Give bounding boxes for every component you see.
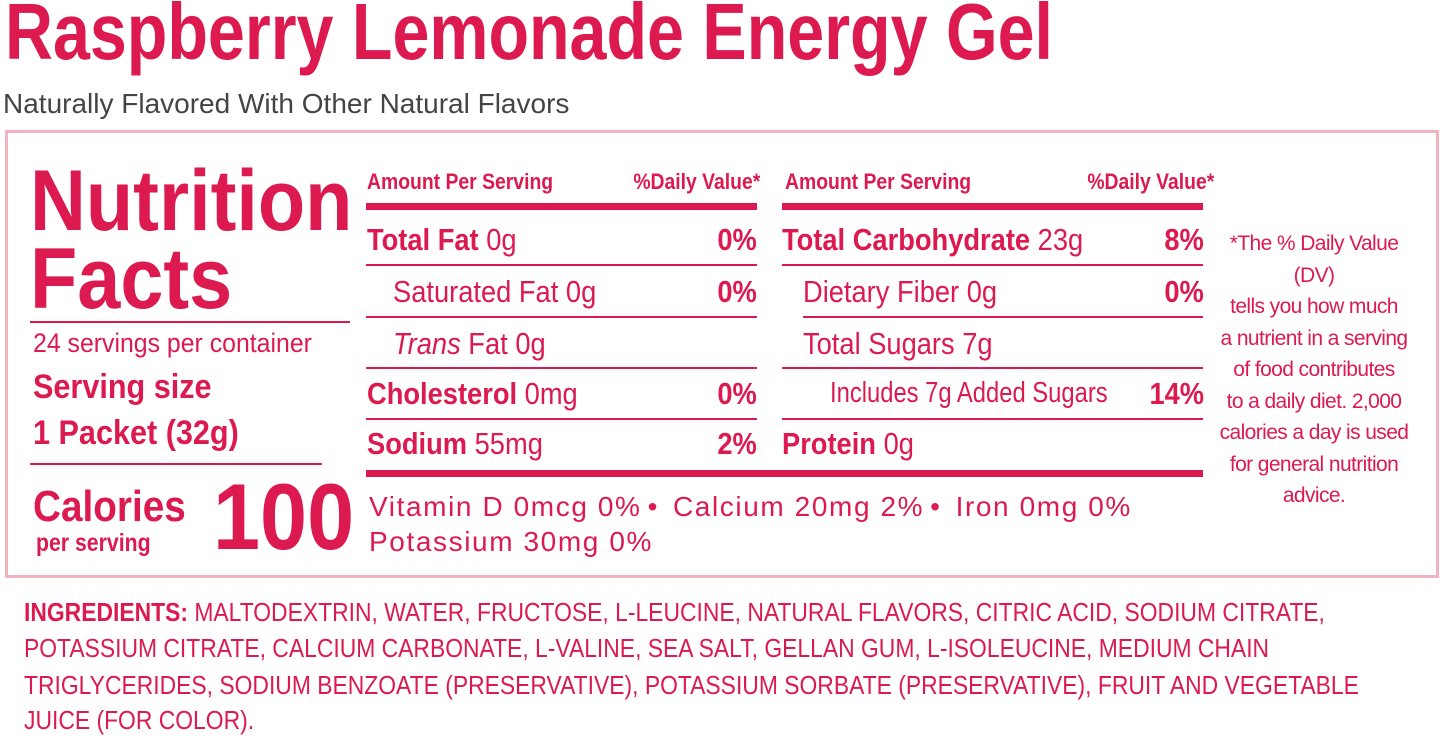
nutrient-row: Total Fat 0g [367, 224, 517, 255]
nutrient-amount: 0mg [524, 376, 578, 411]
ingredients-line: JUICE (FOR COLOR). [24, 705, 255, 735]
nutrient-row: Trans Fat 0g [393, 328, 546, 359]
ingredients-line: POTASSIUM CITRATE, CALCIUM CARBONATE, L-… [24, 633, 1270, 663]
subtitle: Naturally Flavored With Other Natural Fl… [3, 88, 570, 119]
nutrient-amount: 0g [966, 274, 998, 309]
nutrient-row: Total Carbohydrate 23g [782, 224, 1083, 255]
nutrient-amount: 0g [565, 274, 597, 309]
nutrient-name: Includes 7g Added Sugars [830, 377, 1108, 409]
footnote-line: of food contributes [1233, 358, 1395, 381]
calories-label: Calories [33, 482, 186, 531]
nutrient-amount: 0g [486, 222, 517, 257]
nutrient-name: Total Fat [367, 222, 479, 257]
vitamin: Iron 0mg 0% [924, 491, 1132, 522]
nutrient-dv: 0% [717, 376, 757, 411]
vitamin: Vitamin D 0mcg 0% [369, 491, 642, 522]
vitamins-line: Vitamin D 0mcg 0% Calcium 20mg 2% Iron 0mg… [369, 491, 1132, 522]
vitamin: Calcium 20mg 2% [642, 491, 925, 522]
vitamin-text: Calcium 20mg 2% [672, 491, 925, 522]
facts-border [5, 130, 1439, 578]
footnote-line: tells you how much [1230, 295, 1398, 318]
nutrient-name: Dietary Fiber [803, 274, 960, 309]
footnote-line: a nutrient in a serving [1220, 326, 1409, 350]
divider [803, 316, 1203, 318]
nutrient-name-italic: Trans [393, 326, 461, 361]
ingredients-label: INGREDIENTS: [24, 597, 188, 627]
nutrient-row: Protein 0g [782, 428, 914, 459]
nutrient-row: Cholesterol 0mg [367, 378, 578, 409]
nutrient-dv: 0% [717, 274, 757, 309]
ingredients-line: INGREDIENTS: MALTODEXTRIN, WATER, FRUCTO… [24, 599, 1325, 625]
ingredients-line: TRIGLYCERIDES, SODIUM BENZOATE (PRESERVA… [24, 670, 1359, 700]
divider [30, 463, 322, 465]
divider [782, 418, 1203, 420]
nutrient-dv: 0% [1164, 274, 1204, 309]
nutrient-dv: 8% [1164, 222, 1204, 257]
nutrient-name: Total Carbohydrate [782, 222, 1031, 257]
footnote-line: to a daily diet. 2,000 [1226, 389, 1402, 413]
nutrient-amount: 0g [515, 326, 546, 361]
nutrient-row: Saturated Fat 0g [393, 276, 596, 307]
vitamin: Potassium 30mg 0% [369, 526, 653, 557]
nutrient-dv: 0% [717, 222, 757, 257]
divider [366, 367, 757, 369]
nutrient-dv: 2% [717, 426, 757, 461]
nutrient-dv: 14% [1149, 376, 1204, 411]
nutrient-name: Cholesterol [367, 376, 518, 411]
nutrient-amount: 55mg [474, 426, 543, 461]
footnote-line: advice. [1282, 484, 1346, 507]
footnote: *The % Daily Value (DV) tells you how mu… [1212, 228, 1416, 512]
nutrient-name: Fat [468, 326, 508, 361]
thick-bar [366, 203, 757, 210]
column-header: %Daily Value* [633, 169, 760, 194]
thick-bar [782, 203, 1203, 210]
servings: 24 servings per container [33, 328, 312, 358]
nutrient-row: Dietary Fiber 0g [803, 276, 997, 307]
serving-size: 1 Packet (32g) [33, 414, 239, 452]
vitamin-text: Iron 0mg 0% [955, 491, 1132, 522]
divider [366, 418, 757, 420]
divider [782, 264, 1203, 266]
facts-heading: Nutrition [30, 153, 353, 249]
facts-heading: Facts [30, 231, 233, 327]
footnote-line: *The % Daily Value (DV) [1229, 232, 1399, 287]
footnote-line: for general nutrition [1229, 452, 1399, 476]
calories-sub: per serving [36, 529, 151, 557]
title: Raspberry Lemonade Energy Gel [5, 0, 1054, 76]
nutrient-amount: 23g [1037, 222, 1084, 257]
nutrient-row: Total Sugars 7g [803, 328, 993, 359]
calories-value: 100 [213, 464, 355, 569]
thick-bar [366, 470, 1203, 477]
divider [366, 316, 757, 318]
footnote-line: calories a day is used [1219, 421, 1409, 444]
column-header: %Daily Value* [1087, 169, 1214, 194]
divider [366, 264, 757, 266]
column-header: Amount Per Serving [367, 169, 554, 194]
nutrient-name: Protein [782, 426, 876, 461]
divider [30, 321, 350, 323]
column-header: Amount Per Serving [785, 169, 972, 194]
ingredients-text: MALTODEXTRIN, WATER, FRUCTOSE, L-LEUCINE… [194, 597, 1325, 627]
nutrient-amount: 0g [883, 426, 914, 461]
divider [782, 367, 1203, 369]
nutrient-amount: 7g [962, 326, 993, 361]
nutrient-row: Sodium 55mg [367, 428, 543, 459]
nutrient-name: Total Sugars [803, 326, 955, 361]
nutrient-name: Sodium [367, 426, 468, 461]
nutrient-name: Saturated Fat [393, 274, 559, 309]
serving-size-label: Serving size [33, 368, 212, 406]
